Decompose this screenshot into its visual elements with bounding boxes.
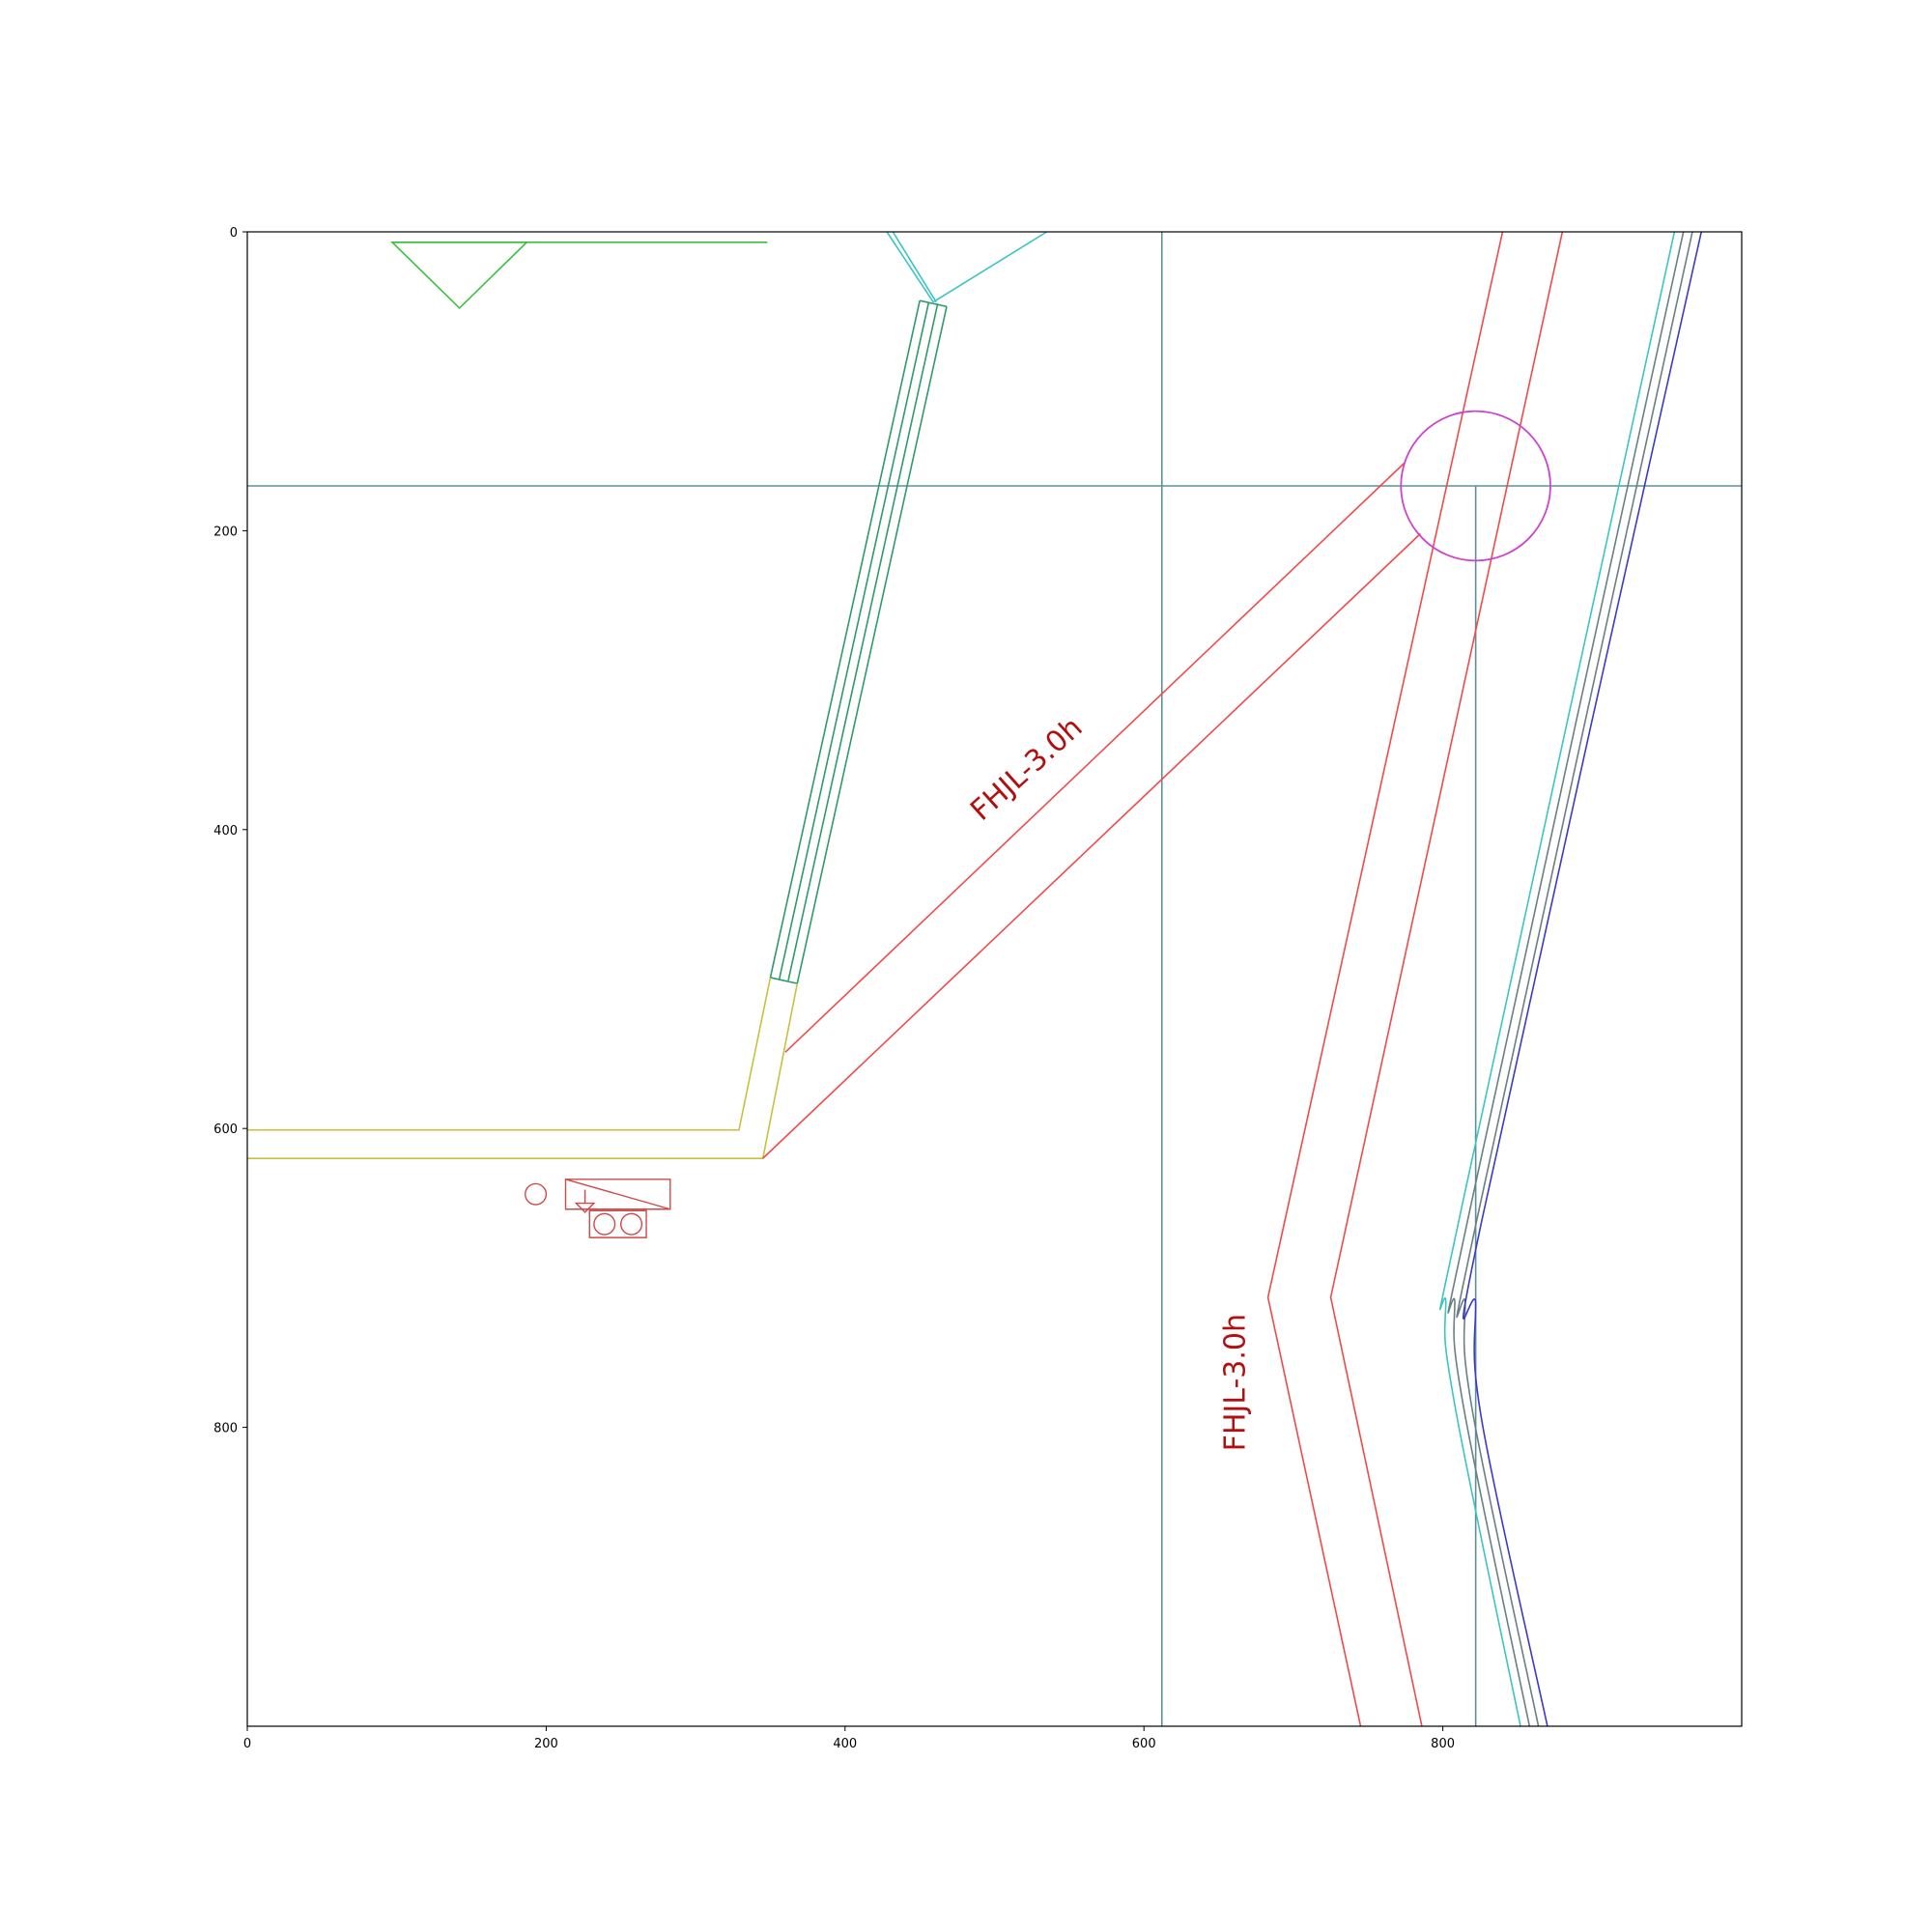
gray-curve-1 [1447, 232, 1685, 1726]
red-diagonal-upper [784, 461, 1406, 1053]
y-tick-label: 800 [213, 1422, 238, 1436]
yellow-wall-upper [247, 977, 772, 1131]
x-tick-label: 600 [1132, 1737, 1156, 1751]
y-axis-ticks: 0 200 400 600 800 [213, 226, 247, 1436]
magenta-highlight-circle [1400, 410, 1551, 562]
y-tick-label: 400 [213, 824, 238, 838]
label-fhjl-diagonal: FHJL-3.0h [964, 711, 1089, 828]
y-tick-label: 200 [213, 525, 238, 539]
green-pipe-cap-top [919, 299, 948, 308]
plot-content [247, 232, 1742, 1726]
symbol-valve-left-circle [593, 1212, 616, 1236]
blue-curve [1462, 232, 1703, 1726]
yellow-wall-lower [247, 982, 799, 1159]
cyan-curve [1438, 232, 1676, 1726]
label-fhjl-vertical: FHJL-3.0h [1219, 1314, 1253, 1451]
x-axis-ticks: 0 200 400 600 800 [243, 1726, 1455, 1751]
symbol-ground-triangle [574, 1202, 596, 1213]
symbol-valve-right-circle [620, 1212, 643, 1236]
symbol-valve-box [588, 1209, 647, 1238]
cyan-connector-b [892, 232, 937, 303]
symbol-small-circle [525, 1182, 548, 1206]
green-pipe-line-3 [787, 303, 939, 981]
gray-curve-2 [1456, 232, 1693, 1726]
green-pipe-line-2 [778, 301, 930, 980]
x-tick-label: 200 [534, 1737, 558, 1751]
green-pipe-line-4 [796, 306, 948, 984]
x-tick-label: 400 [833, 1737, 857, 1751]
green-pipe-cap-bottom [770, 977, 798, 984]
x-tick-label: 0 [243, 1737, 251, 1751]
red-vertical-right [1329, 232, 1564, 1726]
y-tick-label: 600 [213, 1122, 238, 1137]
plot-frame [246, 231, 1743, 1727]
y-tick-label: 0 [230, 226, 238, 241]
cyan-connector-a [886, 232, 934, 303]
green-triangle [390, 242, 529, 310]
red-diagonal-lower [762, 532, 1421, 1159]
cad-labels: FHJL-3.0h FHJL-3.0h [964, 711, 1252, 1452]
x-tick-label: 800 [1431, 1737, 1455, 1751]
cyan-connector-c [932, 232, 1048, 303]
symbol-panel-diagonal [565, 1179, 670, 1210]
green-pipe-line-1 [769, 299, 921, 979]
red-vertical-left [1266, 232, 1504, 1726]
